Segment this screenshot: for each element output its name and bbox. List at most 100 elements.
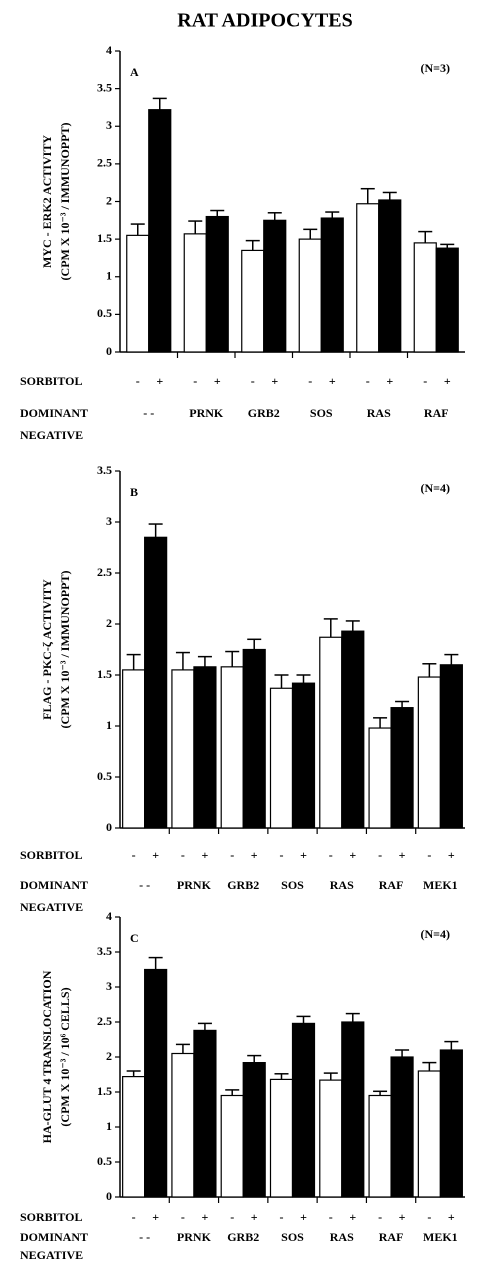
series-label: + bbox=[202, 1210, 209, 1224]
series-label: - bbox=[366, 374, 370, 388]
category-label: RAF bbox=[424, 406, 449, 420]
series-label: + bbox=[152, 848, 159, 862]
category-label: PRNK bbox=[177, 1230, 212, 1244]
y-tick-label: 3.5 bbox=[97, 944, 112, 958]
series-label: + bbox=[349, 1210, 356, 1224]
bar bbox=[193, 666, 217, 829]
panel-letter: B bbox=[130, 485, 138, 499]
y-axis-label: MYC - ERK2 ACTIVITY bbox=[40, 135, 54, 268]
y-tick-label: 1 bbox=[106, 1119, 112, 1133]
bar bbox=[220, 1094, 244, 1198]
bar bbox=[122, 669, 146, 829]
category-label: GRB2 bbox=[248, 406, 280, 420]
category-label: RAS bbox=[367, 406, 391, 420]
series-label: - bbox=[280, 848, 284, 862]
series-label: + bbox=[271, 374, 278, 388]
bar bbox=[171, 669, 195, 829]
bar bbox=[144, 968, 168, 1198]
row-label: SORBITOL bbox=[20, 374, 82, 388]
y-tick-label: 3 bbox=[106, 979, 112, 993]
annotation: (N=3) bbox=[421, 61, 451, 75]
series-label: - bbox=[230, 848, 234, 862]
row-label: NEGATIVE bbox=[20, 900, 83, 914]
category-label: RAF bbox=[379, 878, 404, 892]
series-label: + bbox=[448, 1210, 455, 1224]
series-label: - bbox=[132, 848, 136, 862]
row-label: DOMINANT bbox=[20, 878, 88, 892]
row-label: SORBITOL bbox=[20, 848, 82, 862]
series-label: + bbox=[399, 848, 406, 862]
series-label: + bbox=[214, 374, 221, 388]
series-label: + bbox=[251, 848, 258, 862]
y-axis-label: (CPM X 10⁻³ / IMMUNOPPT) bbox=[58, 123, 72, 281]
bar bbox=[439, 664, 463, 829]
y-tick-label: 3.5 bbox=[97, 463, 112, 477]
y-tick-label: 2.5 bbox=[97, 1014, 112, 1028]
bar bbox=[368, 727, 392, 829]
y-tick-label: 3.5 bbox=[97, 80, 112, 94]
series-label: - bbox=[308, 374, 312, 388]
annotation: (N=4) bbox=[421, 927, 451, 941]
bar bbox=[171, 1052, 195, 1198]
series-label: + bbox=[156, 374, 163, 388]
y-tick-label: 2 bbox=[106, 616, 112, 630]
y-axis-label: (CPM X 10⁻³ / IMMUNOPPT) bbox=[58, 571, 72, 729]
y-tick-label: 1.5 bbox=[97, 231, 112, 245]
series-label: - bbox=[193, 374, 197, 388]
series-label: + bbox=[399, 1210, 406, 1224]
series-label: - bbox=[423, 374, 427, 388]
bar bbox=[390, 1056, 414, 1198]
series-label: + bbox=[386, 374, 393, 388]
series-label: + bbox=[444, 374, 451, 388]
bar bbox=[241, 249, 265, 353]
category-label: MEK1 bbox=[423, 1230, 458, 1244]
series-label: + bbox=[202, 848, 209, 862]
bar bbox=[122, 1075, 146, 1198]
bar bbox=[242, 1061, 266, 1198]
category-label: GRB2 bbox=[227, 878, 259, 892]
bar bbox=[435, 247, 459, 353]
y-axis-label: (CPM X 10⁻³ / 10⁶ CELLS) bbox=[58, 987, 72, 1126]
panel-letter: C bbox=[130, 931, 139, 945]
y-tick-label: 0 bbox=[106, 820, 112, 834]
bar bbox=[368, 1094, 392, 1198]
bar bbox=[341, 630, 365, 829]
bar bbox=[319, 1079, 343, 1198]
bar bbox=[144, 536, 168, 829]
y-tick-label: 1.5 bbox=[97, 667, 112, 681]
bar bbox=[319, 636, 343, 829]
bar bbox=[126, 234, 150, 353]
category-label: MEK1 bbox=[423, 878, 458, 892]
bar bbox=[378, 199, 402, 353]
bar bbox=[193, 1029, 217, 1198]
series-label: - bbox=[427, 1210, 431, 1224]
bar bbox=[417, 1070, 441, 1198]
bar bbox=[320, 217, 344, 353]
category-label: - - bbox=[143, 406, 154, 420]
bar bbox=[356, 203, 380, 353]
annotation: (N=4) bbox=[421, 481, 451, 495]
bar bbox=[298, 238, 322, 353]
series-label: - bbox=[329, 848, 333, 862]
y-tick-label: 1.5 bbox=[97, 1084, 112, 1098]
series-label: - bbox=[378, 1210, 382, 1224]
row-label: DOMINANT bbox=[20, 406, 88, 420]
series-label: - bbox=[132, 1210, 136, 1224]
series-label: - bbox=[280, 1210, 284, 1224]
bar bbox=[263, 219, 287, 353]
y-tick-label: 2 bbox=[106, 1049, 112, 1063]
y-tick-label: 1 bbox=[106, 269, 112, 283]
bar bbox=[291, 682, 316, 829]
category-label: - - bbox=[139, 878, 150, 892]
row-label: SORBITOL bbox=[20, 1210, 82, 1224]
row-label: NEGATIVE bbox=[20, 428, 83, 442]
y-tick-label: 0.5 bbox=[97, 769, 112, 783]
category-label: SOS bbox=[281, 1230, 304, 1244]
category-label: RAS bbox=[330, 1230, 354, 1244]
bar bbox=[242, 648, 266, 829]
y-tick-label: 4 bbox=[106, 909, 112, 923]
y-tick-label: 0.5 bbox=[97, 306, 112, 320]
series-label: - bbox=[181, 848, 185, 862]
y-tick-label: 2 bbox=[106, 193, 112, 207]
series-label: - bbox=[230, 1210, 234, 1224]
